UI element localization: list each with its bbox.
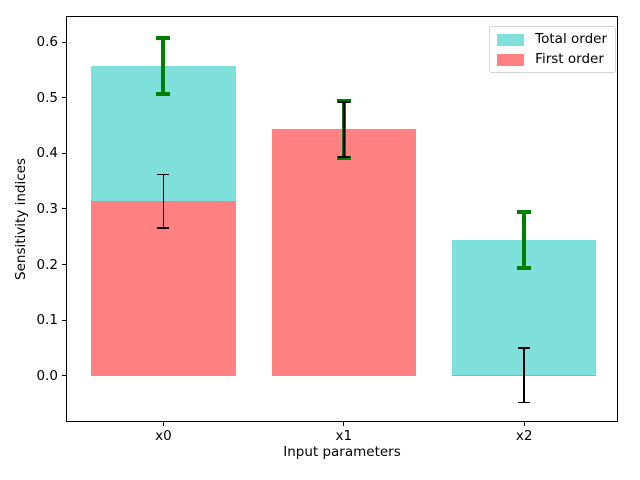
bar-first-order-x1 (271, 129, 416, 376)
x-tick (162, 422, 164, 426)
y-tick (62, 152, 66, 154)
errorbar-first-order-x2-cap-bot (518, 401, 531, 404)
y-tick (62, 264, 66, 266)
y-tick (62, 319, 66, 321)
errorbar-first-order-x0-line (162, 174, 165, 228)
first-order-swatch-icon (497, 53, 525, 66)
legend-label-first-order: First order (535, 51, 604, 67)
y-tick-label: 0.6 (36, 34, 58, 51)
x-tick (523, 422, 525, 426)
errorbar-first-order-x1-line (343, 102, 345, 157)
x-tick-label: x0 (155, 428, 172, 444)
legend-item-first-order: First order (497, 52, 607, 67)
errorbar-total-order-x0-cap-top (156, 35, 171, 40)
x-tick (343, 422, 345, 426)
legend-label-total-order: Total order (535, 31, 607, 47)
errorbar-first-order-x2-line (523, 348, 525, 403)
errorbar-total-order-x2-cap-bot (517, 266, 532, 271)
errorbar-first-order-x1-cap-bot (337, 155, 350, 158)
errorbar-first-order-x0-cap-top (157, 173, 170, 176)
errorbar-total-order-x2-line (522, 211, 527, 269)
errorbar-total-order-x1-cap-top (336, 98, 351, 103)
x-axis-label: Input parameters (283, 444, 401, 460)
errorbar-total-order-x0-line (161, 37, 166, 95)
y-tick (62, 208, 66, 210)
errorbar-first-order-x0-cap-bot (157, 227, 170, 229)
legend-item-total-order: Total order (497, 32, 607, 47)
errorbar-first-order-x1-cap-top (337, 101, 350, 103)
y-tick (62, 41, 66, 43)
y-tick (62, 375, 66, 377)
errorbar-total-order-x1-cap-bot (336, 156, 351, 161)
y-tick-label: 0.0 (36, 367, 58, 384)
y-tick-label: 0.5 (36, 89, 58, 106)
y-tick-label: 0.1 (36, 312, 58, 329)
errorbar-total-order-x0-cap-bot (156, 92, 171, 97)
x-tick-label: x1 (335, 428, 353, 444)
y-tick-label: 0.4 (36, 145, 58, 162)
y-tick-label: 0.3 (36, 200, 58, 217)
x-tick-label: x2 (515, 428, 533, 444)
y-tick-label: 0.2 (36, 256, 58, 273)
bar-first-order-x0 (91, 201, 236, 376)
errorbar-first-order-x2-cap-top (518, 347, 531, 349)
y-tick (62, 97, 66, 99)
errorbar-total-order-x2-cap-top (517, 209, 532, 214)
total-order-swatch-icon (497, 33, 525, 46)
legend: Total order First order (489, 26, 616, 73)
